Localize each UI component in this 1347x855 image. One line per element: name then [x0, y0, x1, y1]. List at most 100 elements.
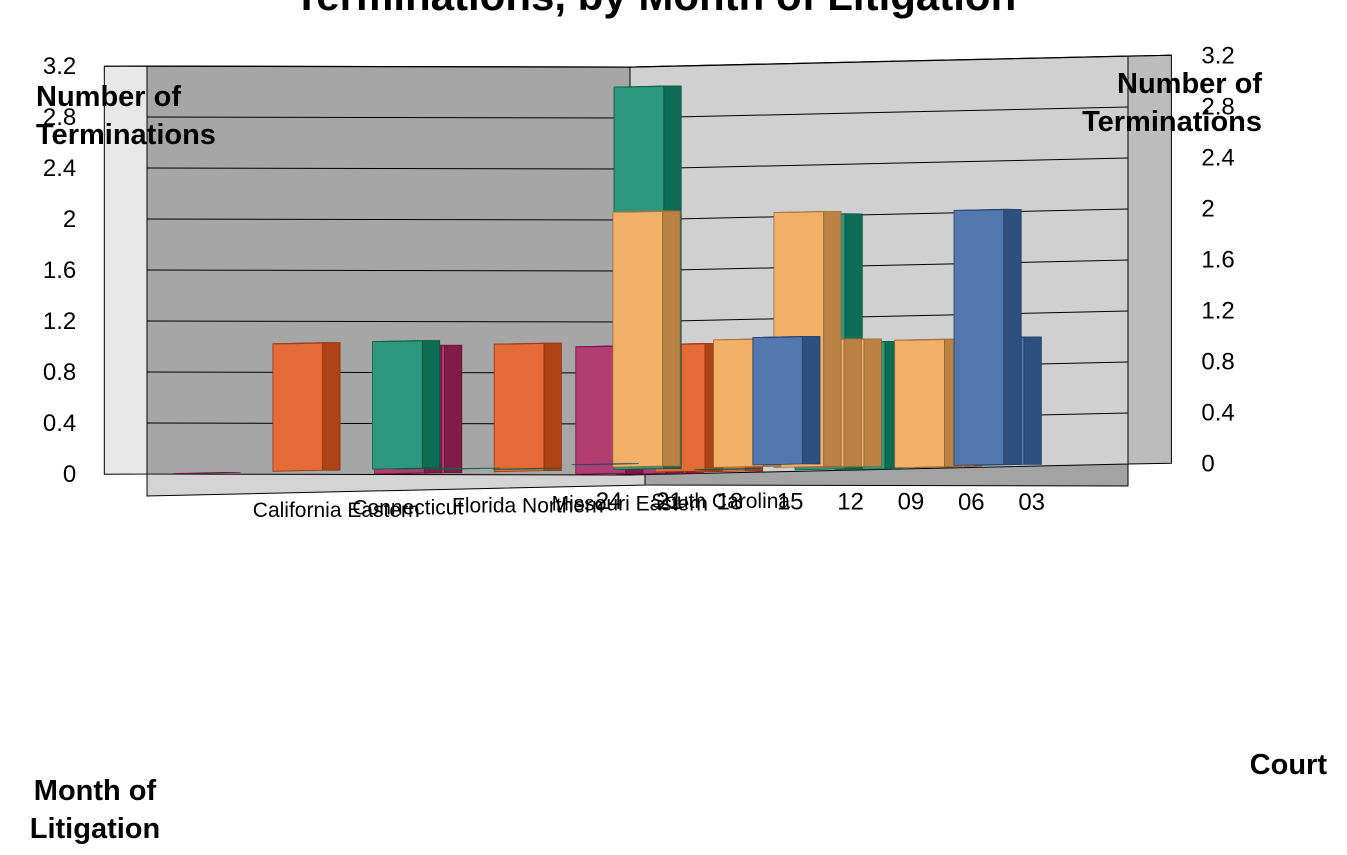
- bar-top: [493, 467, 561, 470]
- z-tick-label-right: 0.8: [1201, 348, 1234, 375]
- z-tick-label-left: 1.6: [43, 257, 76, 284]
- data-bar: [612, 210, 681, 468]
- bar-face-right: [1003, 208, 1022, 465]
- bar-face-left: [953, 208, 1005, 466]
- data-bar: [694, 468, 762, 471]
- data-bar: [571, 463, 639, 466]
- bar-top: [571, 463, 639, 466]
- z-tick-label-right: 2.4: [1201, 144, 1234, 171]
- gridline-left: [146, 320, 631, 323]
- month-tick-label: 18: [716, 488, 743, 515]
- bar-face-right: [662, 210, 681, 467]
- month-tick-label: 21: [656, 488, 683, 515]
- bar-top: [752, 335, 821, 339]
- bar-face-right: [863, 338, 882, 467]
- bar-top: [494, 342, 562, 345]
- z-axis-title-left-line1: Number of: [36, 81, 181, 113]
- wall-top-right: [628, 54, 1172, 68]
- bar-face-left: [752, 335, 803, 466]
- gridline-left: [146, 167, 631, 170]
- month-tick-label: 06: [958, 489, 985, 516]
- court-tick-label: Connecticut: [352, 497, 463, 520]
- z-axis-title-left-line2: Terminations: [36, 119, 216, 151]
- data-bar: [272, 342, 341, 472]
- bar-top: [392, 467, 460, 470]
- bar-face-right: [802, 335, 821, 465]
- month-tick-label: 24: [596, 488, 623, 515]
- court-tick-label: South Carolina: [651, 490, 790, 513]
- data-bar: [432, 467, 501, 470]
- court-tick-label: Florida Northern: [452, 495, 604, 518]
- z-tick-label-right: 0: [1201, 450, 1214, 477]
- month-tick-label: 12: [837, 489, 864, 516]
- data-bar: [173, 471, 241, 474]
- bar-face-right: [443, 344, 463, 474]
- bar-top: [694, 468, 762, 471]
- z-axis-title-right-line1: Number of: [1117, 68, 1262, 100]
- z-tick-label-left: 0: [63, 461, 76, 488]
- bar-face-left: [272, 342, 324, 472]
- data-bar: [392, 467, 460, 470]
- bar-top: [894, 338, 962, 341]
- z-tick-label-left: 2.8: [43, 104, 76, 131]
- z-tick-label-right: 2.8: [1201, 93, 1234, 120]
- data-bar: [894, 338, 963, 469]
- z-tick-label-left: 0.4: [43, 410, 76, 437]
- bar-top: [173, 471, 241, 474]
- gridline-left: [146, 116, 631, 119]
- z-tick-label-left: 1.2: [43, 308, 76, 335]
- bar-top: [953, 208, 1022, 211]
- bar-face-right: [322, 342, 341, 471]
- bar-top: [272, 342, 341, 345]
- bar-face-left: [372, 340, 423, 470]
- z-tick-label-right: 2: [1201, 195, 1214, 222]
- bar-face-right: [543, 342, 562, 472]
- month-tick-label: 09: [898, 489, 925, 516]
- bar-top: [432, 467, 501, 470]
- z-tick-label-right: 3.2: [1201, 42, 1234, 69]
- z-axis-title-right: Number of Terminations: [1082, 68, 1262, 138]
- bar-face-right: [1023, 336, 1042, 465]
- bar-top: [613, 85, 682, 88]
- x-axis-title: Month of Litigation: [30, 775, 160, 845]
- z-tick-label-left: 2.4: [43, 155, 76, 182]
- data-bar: [493, 342, 562, 473]
- data-bar: [372, 340, 441, 470]
- bar-face-right: [823, 210, 842, 467]
- z-tick-label-left: 0.8: [43, 359, 76, 386]
- y-axis-title: Court: [1250, 749, 1328, 781]
- court-tick-label: Missouri Eastern: [552, 492, 708, 515]
- bar-face-left: [894, 338, 945, 469]
- chart-title: Terminations, by Month of Litigation: [294, 0, 1017, 19]
- gridline-right: [629, 157, 1129, 170]
- x-axis-title-line2: Litigation: [30, 813, 160, 845]
- z-axis-title-left: Number of Terminations: [36, 81, 216, 151]
- court-tick-label: California Eastern: [253, 499, 420, 522]
- bar-top: [773, 210, 842, 213]
- gridline-left: [146, 218, 631, 221]
- gridline-right: [629, 259, 1129, 272]
- data-bar: [493, 467, 561, 470]
- z-tick-label-right: 1.6: [1201, 246, 1234, 273]
- z-tick-label-left: 3.2: [43, 53, 76, 80]
- data-bar: [953, 208, 1022, 466]
- z-tick-label-right: 1.2: [1201, 297, 1234, 324]
- bar-top: [612, 210, 681, 213]
- data-bar: [752, 335, 821, 466]
- month-tick-label: 15: [777, 488, 804, 515]
- gridline-right: [629, 208, 1129, 221]
- x-axis-title-line1: Month of: [34, 775, 157, 807]
- bar-face-left: [612, 210, 664, 468]
- bar-face-left: [493, 342, 545, 473]
- z-axis-title-right-line2: Terminations: [1082, 106, 1262, 138]
- gridline-right: [629, 106, 1129, 119]
- z-tick-label-right: 0.4: [1201, 399, 1234, 426]
- gridline-left: [146, 269, 631, 272]
- bar-top: [372, 340, 440, 343]
- gridline-right: [629, 310, 1129, 323]
- bar-face-right: [843, 338, 862, 467]
- z-tick-label-left: 2: [63, 206, 76, 233]
- bar-face-right: [421, 340, 441, 469]
- month-tick-label: 03: [1018, 489, 1045, 516]
